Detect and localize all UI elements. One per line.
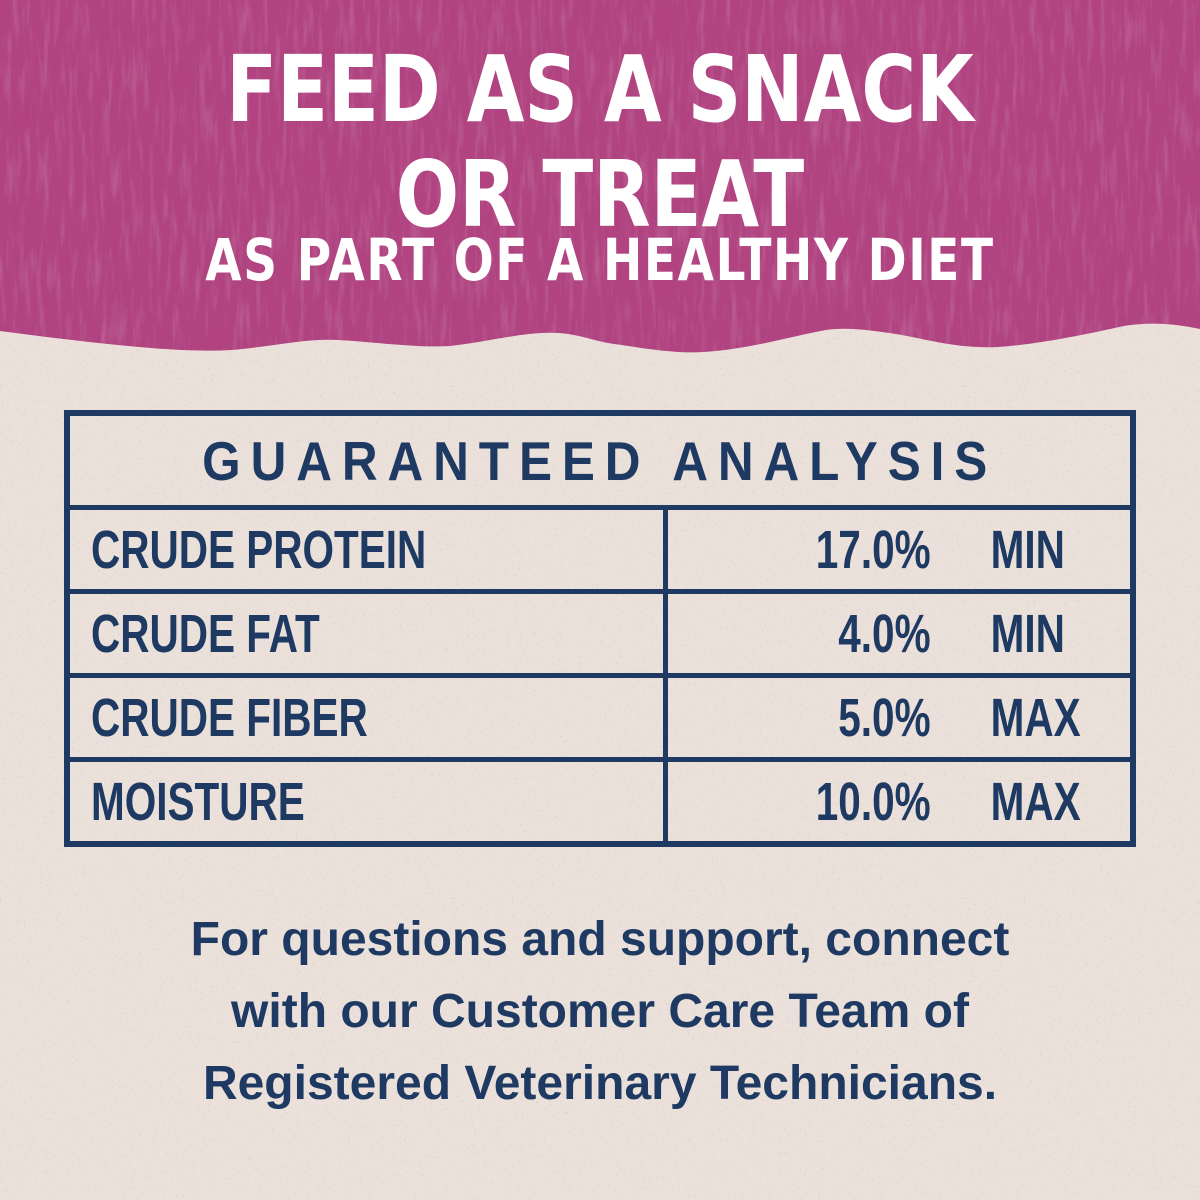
nutrient-label-cell: CRUDE FIBER — [70, 678, 668, 757]
nutrient-label: CRUDE FAT — [91, 603, 320, 664]
nutrient-label-cell: CRUDE FAT — [70, 594, 668, 673]
support-line-1: For questions and support, connect — [190, 913, 1010, 966]
nutrient-value-cell: 10.0% MAX — [668, 762, 1130, 841]
nutrient-label: MOISTURE — [91, 771, 305, 832]
nutrient-qualifier: MIN — [990, 603, 1065, 664]
nutrient-qualifier: MAX — [990, 771, 1081, 832]
banner-subheadline: AS PART OF A HEALTHY DIET — [205, 226, 995, 294]
nutrient-value-cell: 5.0% MAX — [668, 678, 1130, 757]
nutrient-value-cell: 17.0% MIN — [668, 510, 1130, 589]
guaranteed-analysis-table: GUARANTEED ANALYSIS CRUDE PROTEIN 17.0% … — [64, 410, 1136, 847]
analysis-row-crude-fat: CRUDE FAT 4.0% MIN — [70, 589, 1130, 673]
nutrient-value: 17.0% — [815, 519, 931, 580]
nutrient-label: CRUDE FIBER — [91, 687, 368, 748]
banner-headline-line2: OR TREAT — [395, 141, 805, 248]
nutrient-qualifier: MIN — [990, 519, 1065, 580]
nutrient-label: CRUDE PROTEIN — [91, 519, 427, 580]
analysis-title: GUARANTEED ANALYSIS — [202, 429, 998, 492]
analysis-row-crude-protein: CRUDE PROTEIN 17.0% MIN — [70, 505, 1130, 589]
support-text: For questions and support, connect with … — [0, 904, 1200, 1120]
nutrient-value: 10.0% — [815, 771, 931, 832]
nutrient-value: 4.0% — [838, 603, 931, 664]
pink-banner — [0, 0, 1200, 353]
support-line-2: with our Customer Care Team of — [231, 985, 969, 1038]
nutrient-value-cell: 4.0% MIN — [668, 594, 1130, 673]
analysis-row-crude-fiber: CRUDE FIBER 5.0% MAX — [70, 673, 1130, 757]
analysis-title-row: GUARANTEED ANALYSIS — [70, 416, 1130, 505]
analysis-row-moisture: MOISTURE 10.0% MAX — [70, 757, 1130, 841]
nutrient-label-cell: MOISTURE — [70, 762, 668, 841]
nutrient-qualifier: MAX — [990, 687, 1081, 748]
support-line-3: Registered Veterinary Technicians. — [202, 1057, 998, 1110]
nutrient-label-cell: CRUDE PROTEIN — [70, 510, 668, 589]
nutrient-value: 5.0% — [838, 687, 931, 748]
banner-headline-line1: FEED AS A SNACK — [226, 36, 974, 143]
